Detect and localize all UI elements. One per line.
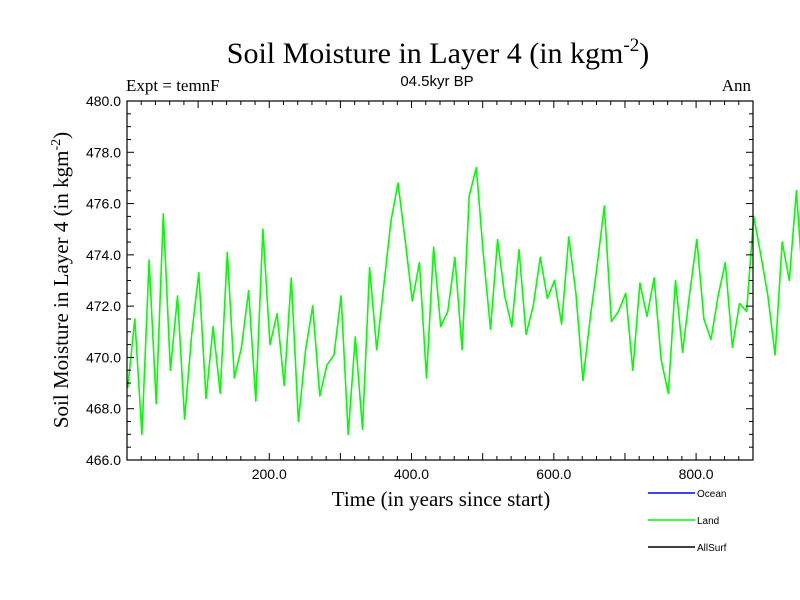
chart-title: Soil Moisture in Layer 4 (in kgm-2) [227,35,649,70]
legend: Ocean Land AllSurf [648,489,727,554]
series-line-land [126,166,800,436]
legend-label-land: Land [697,516,719,527]
y-axis-label: Soil Moisture in Layer 4 (in kgm-2) [49,132,73,428]
x-tick-label: 800.0 [679,466,714,482]
y-tick-label: 468.0 [86,401,121,417]
y-axis: 466.0 468.0 470.0 472.0 474.0 476.0 478.0 480.0 [86,93,753,468]
x-axis-label: Time (in years since start) [332,487,551,511]
x-tick-label: 200.0 [252,466,287,482]
series-layer [126,166,800,436]
x-axis: 200.0 400.0 600.0 800.0 [140,101,754,482]
y-tick-label: 474.0 [86,247,121,263]
plot-frame [126,100,754,461]
legend-label-ocean: Ocean [697,489,726,500]
chart-subtitle: 04.5kyr BP [400,73,473,90]
y-tick-label: 480.0 [86,93,121,109]
experiment-label: Expt = temnF [126,76,220,95]
y-tick-label: 470.0 [86,349,121,365]
y-tick-label: 476.0 [86,196,121,212]
x-tick-label: 600.0 [536,466,571,482]
y-tick-label: 472.0 [86,298,121,314]
season-label: Ann [722,76,752,95]
plot-area: 200.0 400.0 600.0 800.0 466.0 468.0 470.0 472.… [86,93,800,482]
legend-label-allsurf: AllSurf [697,543,727,554]
y-tick-label: 478.0 [86,144,121,160]
y-tick-label: 466.0 [86,452,121,468]
x-tick-label: 400.0 [394,466,429,482]
